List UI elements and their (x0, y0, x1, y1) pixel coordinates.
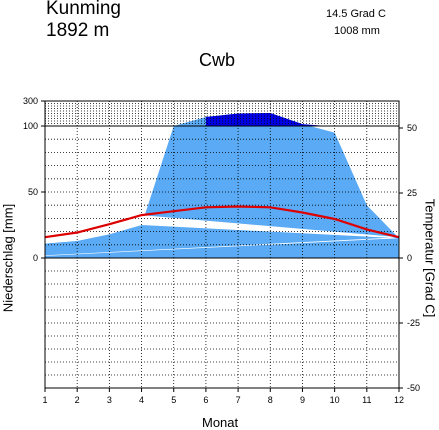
temperature-line (44, 205, 400, 239)
station-name: Kunming (46, 0, 121, 19)
x-tick-label: 4 (139, 395, 144, 405)
x-tick-label: 2 (75, 395, 80, 405)
annual-mean-temperature: 14.5 Grad C (326, 8, 386, 20)
precipitation-excess-area (205, 113, 327, 126)
x-tick-label: 7 (236, 395, 241, 405)
x-tick-label: 6 (203, 395, 208, 405)
grid-lines (45, 101, 399, 388)
x-tick-label: 11 (362, 395, 371, 405)
precipitation-fills (0, 113, 399, 259)
plot-frame (41, 100, 403, 392)
chart-marks (44, 125, 400, 259)
x-tick-label: 1 (42, 395, 47, 405)
precip-tick-label: 100 (23, 121, 38, 131)
x-tick-label: 12 (394, 395, 404, 405)
precip-tick-label: 50 (28, 187, 38, 197)
temp-tick-label: -50 (407, 383, 420, 393)
station-elevation: 1892 m (46, 20, 110, 41)
precip-tick-label: 0 (33, 253, 38, 263)
x-tick-label: 8 (268, 395, 273, 405)
precip-tick-label: 300 (23, 96, 38, 106)
x-tick-label: 10 (330, 395, 340, 405)
temp-tick-label: -25 (407, 318, 420, 328)
climate-classification: Cwb (199, 50, 236, 70)
temp-tick-label: 0 (407, 253, 412, 263)
arid-area (0, 215, 399, 259)
annual-precipitation-total: 1008 mm (334, 25, 380, 37)
precipitation-area (45, 113, 399, 258)
x-tick-label: 5 (171, 395, 176, 405)
x-tick-label: 3 (107, 395, 112, 405)
x-tick-label: 9 (300, 395, 305, 405)
plot-border (44, 100, 400, 389)
x-axis-label: Monat (202, 415, 239, 430)
temp-tick-label: 50 (407, 123, 417, 133)
temp-tick-label: 25 (407, 188, 417, 198)
